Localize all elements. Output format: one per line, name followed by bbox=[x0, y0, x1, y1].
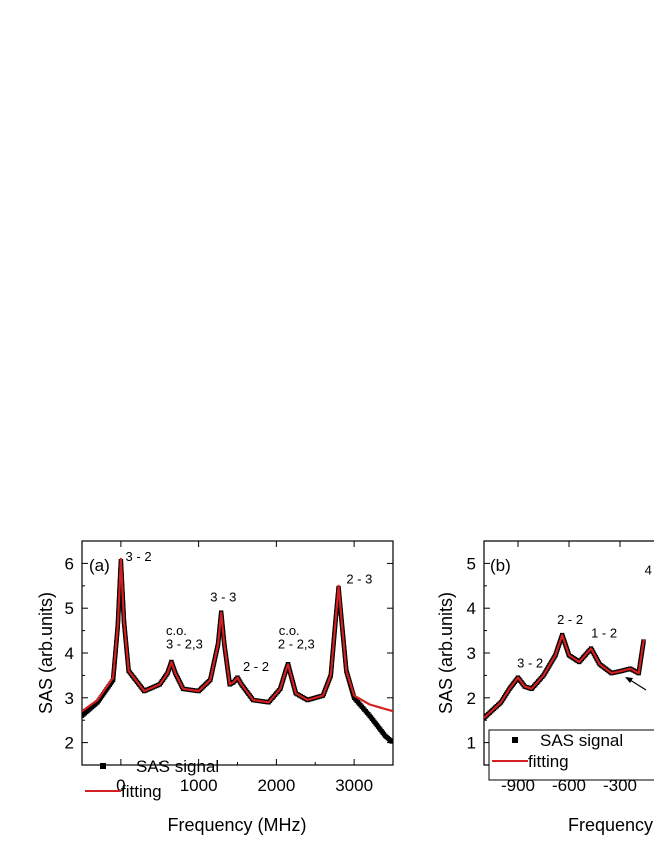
peak-annotation: c.o. bbox=[279, 623, 300, 638]
x-tick-label: 1000 bbox=[180, 776, 218, 795]
legend-label-fitting-b: fitting bbox=[528, 752, 569, 771]
legend-label-fitting: fitting bbox=[121, 782, 162, 801]
legend-marker-sas-signal bbox=[100, 763, 106, 769]
peak-annotation: 2 - 2 bbox=[243, 659, 269, 674]
peak-annotation: 2 - 2 bbox=[557, 612, 583, 627]
x-tick-label: 0 bbox=[116, 776, 125, 795]
peak-annotation: 3 - 3 bbox=[210, 589, 236, 604]
y-tick-label: 3 bbox=[467, 644, 476, 663]
peak-annotation: 1 - 2 bbox=[591, 625, 617, 640]
legend-b: SAS signal fitting bbox=[488, 729, 654, 781]
y-axis-label-a: SAS (arb.units) bbox=[36, 592, 56, 714]
crossover-arrowhead bbox=[625, 677, 633, 683]
x-tick-label: 3000 bbox=[335, 776, 373, 795]
y-tick-label: 2 bbox=[65, 734, 74, 753]
x-axis-label-b: Frequency bbox=[568, 815, 653, 835]
data-point bbox=[389, 739, 393, 744]
legend-marker-sas-signal-b bbox=[512, 737, 518, 743]
y-tick-label: 2 bbox=[467, 689, 476, 708]
x-tick-label: 2000 bbox=[257, 776, 295, 795]
y-tick-label: 4 bbox=[467, 599, 476, 618]
peak-annotation: 3 - 2 bbox=[517, 655, 543, 670]
series-fitting bbox=[484, 633, 645, 719]
y-tick-label: 1 bbox=[467, 734, 476, 753]
peak-annotation: c.o. bbox=[166, 623, 187, 638]
x-tick-label: -300 bbox=[603, 776, 637, 795]
x-tick-label: -600 bbox=[552, 776, 586, 795]
panel-label-b: (b) bbox=[490, 556, 511, 575]
y-tick-label: 4 bbox=[65, 644, 74, 663]
legend-label-sas-signal-b: SAS signal bbox=[540, 731, 623, 750]
panel-b: (b) -900 -600 -300 1 2 3 4 5 3 - 2 2 - 2 1 - 2 4 -… bbox=[436, 540, 654, 835]
panel-a: (a) 0 1000 2000 3000 2 3 4 5 6 3 - 2 3 - 3 2 - 2 c.… bbox=[36, 540, 394, 835]
peak-annotation: 4 - 3 bbox=[645, 563, 654, 578]
legend-a: SAS signal fitting bbox=[85, 757, 219, 801]
peak-annotation: 3 - 2 bbox=[126, 549, 152, 564]
y-tick-label: 3 bbox=[65, 689, 74, 708]
x-tick-label: -900 bbox=[501, 776, 535, 795]
panel-label-a: (a) bbox=[89, 556, 110, 575]
x-axis-label-a: Frequency (MHz) bbox=[167, 815, 306, 835]
peak-annotation: 3 - 2,3 bbox=[166, 637, 203, 652]
series-sas-signal bbox=[484, 632, 646, 721]
peak-annotation: 2 - 3 bbox=[346, 572, 372, 587]
y-tick-label: 5 bbox=[467, 554, 476, 573]
legend-label-sas-signal: SAS signal bbox=[136, 757, 219, 776]
series-fitting bbox=[82, 557, 393, 713]
y-tick-label: 6 bbox=[65, 554, 74, 573]
y-axis-label-b: SAS (arb.units) bbox=[436, 592, 456, 714]
peak-annotation: 2 - 2,3 bbox=[278, 637, 315, 652]
y-tick-label: 5 bbox=[65, 599, 74, 618]
